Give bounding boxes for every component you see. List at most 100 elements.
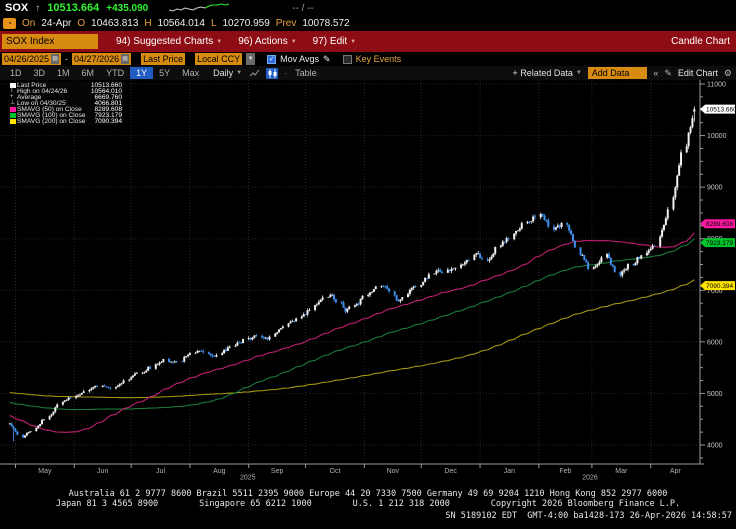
ticker-symbol: SOX: [5, 2, 29, 14]
legend-value: 8289.608: [94, 106, 122, 114]
color-swatch-icon: [10, 118, 16, 124]
svg-text:10513.660: 10513.660: [706, 106, 736, 113]
svg-text:Feb: Feb: [559, 468, 571, 475]
add-data-input[interactable]: Add Data: [587, 67, 648, 79]
alert-icon[interactable]: ◔: [3, 18, 16, 29]
low-value: 10270.959: [222, 18, 270, 29]
svg-text:4000: 4000: [707, 443, 723, 450]
toolbar-separator: ·: [284, 68, 288, 78]
gear-icon[interactable]: ⚙: [723, 67, 732, 78]
tab-6m[interactable]: 6M: [81, 68, 95, 78]
quote-date: 24-Apr: [41, 18, 72, 29]
tab-3d[interactable]: 3D: [33, 68, 46, 78]
gridlines: [0, 80, 700, 464]
key-events-checkbox[interactable]: [342, 54, 352, 64]
period-tabs: 1D 3D 1M 6M YTD 1Y 5Y Max: [4, 67, 205, 79]
tab-max[interactable]: Max: [182, 68, 200, 78]
chart-mode-label: Candle Chart: [671, 36, 730, 47]
high-label: H: [144, 18, 152, 29]
color-swatch-icon: [10, 83, 16, 89]
average-marker-icon: +: [10, 94, 14, 101]
svg-text:10000: 10000: [707, 133, 727, 140]
collapse-icon[interactable]: «: [653, 68, 659, 78]
caret-down-icon: ▼: [290, 38, 297, 45]
price-type-field[interactable]: Last Price: [141, 53, 186, 65]
ohlc-bar: ◔ On 24-Apr O 10463.813 H 10564.014 L 10…: [0, 16, 736, 31]
candle-chart-icon[interactable]: [266, 67, 279, 79]
table-button[interactable]: Table: [295, 68, 317, 78]
prev-value: 10078.572: [302, 18, 350, 29]
legend-label: High on 04/24/26: [17, 88, 68, 96]
svg-text:Nov: Nov: [387, 468, 400, 475]
quote-bar: SOX ↑ 10513.664 +435.090 -- / --: [0, 0, 736, 16]
legend-label: Average: [17, 94, 42, 102]
security-input[interactable]: SOX Index: [2, 34, 98, 49]
caret-down-icon: ▼: [216, 38, 223, 45]
chart-canvas[interactable]: 4000500060007000800090001000011000MayJun…: [0, 80, 736, 480]
legend-label: Last Price: [17, 82, 47, 90]
legend-row: Last Price 10513.660: [10, 82, 122, 90]
axis-chips: 10513.660 8289.608 7923.179 7090.394: [700, 104, 736, 291]
calendar-icon[interactable]: ▦: [51, 54, 60, 64]
svg-text:Oct: Oct: [330, 468, 341, 475]
svg-text:Mar: Mar: [615, 468, 628, 475]
date-to-field[interactable]: 04/27/2026 ▦: [72, 53, 132, 65]
price-change: +435.090: [106, 2, 149, 14]
svg-text:7000: 7000: [707, 288, 723, 295]
svg-text:Dec: Dec: [444, 468, 457, 475]
caret-down-icon: ▼: [236, 70, 243, 76]
svg-text:7090.394: 7090.394: [706, 283, 733, 290]
tab-1d[interactable]: 1D: [10, 68, 22, 78]
high-marker-icon: T: [10, 88, 14, 95]
tab-1y[interactable]: 1Y: [130, 67, 154, 79]
currency-field[interactable]: Local CCY: [195, 53, 243, 65]
mov-avgs-label[interactable]: Mov Avgs: [280, 54, 320, 64]
controls-bar: 04/26/2025 ▦ - 04/27/2026 ▦ Last Price Loc…: [0, 52, 736, 66]
svg-text:Jan: Jan: [504, 468, 515, 475]
menu-bar: SOX Index 94) Suggested Charts ▼ 96) Actio…: [0, 31, 736, 52]
chart-legend: Last Price 10513.660 T High on 04/24/26 1056…: [8, 82, 124, 126]
legend-label: Low on 04/30/25: [17, 100, 66, 108]
price-axis-chip: [700, 238, 735, 248]
menu-item-actions[interactable]: 96) Actions ▼: [238, 36, 297, 47]
pencil-icon[interactable]: ✎: [323, 53, 331, 64]
bid-ask: -- / --: [292, 2, 314, 14]
high-value: 10564.014: [157, 18, 205, 29]
tab-5y[interactable]: 5Y: [159, 68, 171, 78]
price-axis-chip: [700, 219, 735, 229]
svg-text:9000: 9000: [707, 185, 723, 192]
caret-down-icon: ▼: [575, 70, 582, 76]
related-data-button[interactable]: + Related Data ▼: [512, 68, 582, 78]
svg-text:11000: 11000: [707, 82, 726, 89]
price-axis-chip: [700, 281, 735, 291]
footer-terminal-info: SN 5189102 EDT GMT-4:00 ba1428-173 26-Ap…: [445, 511, 732, 521]
svg-text:8289.608: 8289.608: [706, 221, 733, 228]
svg-text:Sep: Sep: [271, 468, 284, 475]
menu-item-suggested-charts[interactable]: 94) Suggested Charts ▼: [116, 36, 223, 47]
chevron-down-icon[interactable]: ▼: [246, 53, 256, 65]
mov-avgs-checkbox[interactable]: ✓: [267, 54, 277, 64]
chart-toolbar: 1D 3D 1M 6M YTD 1Y 5Y Max Daily ▼ · Table + Rela…: [0, 66, 736, 80]
tab-ytd[interactable]: YTD: [106, 68, 125, 78]
menu-item-edit[interactable]: 97) Edit ▼: [312, 36, 357, 47]
open-label: O: [77, 18, 86, 29]
pencil-icon[interactable]: ✎: [664, 67, 672, 78]
svg-text:Jul: Jul: [156, 468, 165, 475]
intraday-sparkline-icon: [169, 2, 231, 14]
line-chart-icon[interactable]: [248, 68, 260, 79]
frequency-dropdown[interactable]: Daily ▼: [213, 68, 243, 78]
caret-down-icon: ▼: [350, 38, 357, 45]
key-events-label[interactable]: Key Events: [355, 54, 402, 64]
legend-value: 7923.179: [94, 111, 122, 119]
svg-text:Aug: Aug: [213, 468, 226, 475]
date-from-field[interactable]: 04/26/2025 ▦: [2, 53, 62, 65]
up-arrow-icon: ↑: [35, 2, 41, 14]
tab-1m[interactable]: 1M: [57, 68, 70, 78]
open-value: 10463.813: [91, 18, 139, 29]
sma-lines: [9, 232, 695, 433]
edit-chart-button[interactable]: Edit Chart: [677, 68, 718, 78]
last-price: 10513.664: [47, 2, 100, 14]
x-axis: May Jun Jul Aug Sep Oct Nov Dec Jan Feb Mar Apr 2025…: [0, 463, 704, 480]
calendar-icon[interactable]: ▦: [121, 54, 130, 64]
date-separator: -: [65, 54, 69, 64]
